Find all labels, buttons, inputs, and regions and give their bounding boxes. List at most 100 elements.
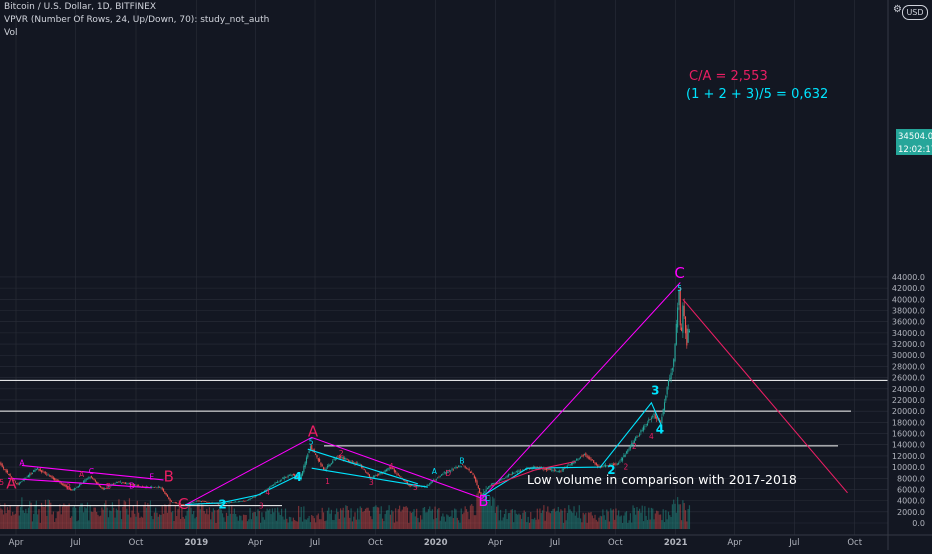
volume-bar xyxy=(375,505,376,529)
volume-bar xyxy=(639,509,640,529)
volume-bar xyxy=(307,518,308,529)
volume-bar xyxy=(438,508,439,529)
volume-bar xyxy=(30,503,31,529)
volume-bar xyxy=(373,507,374,529)
candle-body xyxy=(369,474,370,477)
volume-bar xyxy=(162,506,163,529)
volume-bar xyxy=(311,515,312,529)
volume-bar xyxy=(322,508,323,529)
volume-bar xyxy=(130,517,131,529)
candle-body xyxy=(664,402,665,410)
symbol-title[interactable]: Bitcoin / U.S. Dollar, 1D, BITFINEX xyxy=(4,2,156,12)
volume-bar xyxy=(362,512,363,529)
candle-body xyxy=(669,378,670,380)
volume-bar xyxy=(646,516,647,529)
candle-body xyxy=(250,498,251,499)
volume-bar xyxy=(576,512,577,529)
volume-bar xyxy=(562,511,563,529)
volume-bar xyxy=(406,506,407,529)
volume-bar xyxy=(441,516,442,529)
candle-body xyxy=(40,469,41,472)
volume-bar xyxy=(685,510,686,529)
candle-body xyxy=(289,475,290,476)
candle-body xyxy=(442,474,443,475)
volume-indicator-label[interactable]: Vol xyxy=(4,28,17,38)
candle-body xyxy=(41,470,42,471)
vpvr-indicator-label[interactable]: VPVR (Number Of Rows, 24, Up/Down, 70): … xyxy=(4,15,269,25)
volume-bar xyxy=(596,520,597,529)
candle-body xyxy=(379,473,380,475)
wave-label-minor: 2 xyxy=(632,442,637,451)
volume-bar xyxy=(427,512,428,529)
candle-body xyxy=(567,466,568,467)
candle-body xyxy=(411,486,412,487)
candle-body xyxy=(625,455,626,457)
volume-bar xyxy=(121,519,122,529)
volume-bar xyxy=(247,521,248,529)
wave-label-minor: 3 xyxy=(369,478,374,487)
candle-body xyxy=(508,475,509,477)
volume-bar xyxy=(104,503,105,529)
x-tick-label: Jul xyxy=(70,538,81,548)
volume-bar xyxy=(278,512,279,529)
volume-bar xyxy=(667,519,668,529)
volume-bar xyxy=(529,523,530,529)
volume-bar xyxy=(253,512,254,529)
volume-bar xyxy=(248,519,249,529)
candle-body xyxy=(247,500,248,501)
volume-bar xyxy=(642,506,643,529)
volume-bar xyxy=(433,519,434,529)
settings-gear-icon[interactable]: ⚙ xyxy=(893,4,902,15)
volume-bar xyxy=(614,520,615,529)
candle-body xyxy=(581,456,582,457)
volume-bar xyxy=(389,505,390,529)
volume-bar xyxy=(450,516,451,529)
volume-bar xyxy=(303,506,304,529)
volume-bar xyxy=(97,515,98,529)
candle-body xyxy=(194,502,195,503)
candle-body xyxy=(377,475,378,476)
candle-body xyxy=(244,501,245,502)
volume-bar xyxy=(356,520,357,529)
candle-body xyxy=(192,502,193,503)
volume-bar xyxy=(28,508,29,529)
volume-bar xyxy=(492,497,493,529)
volume-bar xyxy=(55,518,56,529)
candle-body xyxy=(651,418,652,419)
candle-body xyxy=(375,475,376,476)
volume-bar xyxy=(528,517,529,529)
volume-bar xyxy=(46,516,47,529)
volume-bar xyxy=(451,510,452,529)
candle-body xyxy=(638,436,639,437)
candle-body xyxy=(668,380,669,386)
volume-bar xyxy=(204,511,205,529)
y-tick-label: 26000.0 xyxy=(892,374,925,383)
wave-label-minor: D xyxy=(129,481,135,490)
candle-body xyxy=(596,463,597,465)
volume-bar xyxy=(139,518,140,529)
volume-bar xyxy=(594,515,595,529)
volume-bar xyxy=(7,507,8,529)
x-tick-label: Apr xyxy=(488,538,503,548)
volume-bar xyxy=(383,521,384,529)
candle-body xyxy=(550,469,551,470)
candle-body xyxy=(29,474,30,476)
volume-bar xyxy=(128,515,129,529)
candle-body xyxy=(34,470,35,472)
volume-bar xyxy=(593,518,594,529)
candle-body xyxy=(469,469,470,470)
volume-bar xyxy=(190,508,191,529)
volume-bar xyxy=(387,510,388,529)
volume-bar xyxy=(681,520,682,529)
currency-button[interactable]: USD xyxy=(902,5,928,20)
volume-bar xyxy=(507,519,508,529)
candle-body xyxy=(406,481,407,482)
volume-bar xyxy=(61,514,62,529)
volume-bar xyxy=(444,517,445,529)
volume-bar xyxy=(112,502,113,529)
volume-bar xyxy=(390,515,391,529)
candle-body xyxy=(251,498,252,499)
candle-body xyxy=(646,424,647,425)
